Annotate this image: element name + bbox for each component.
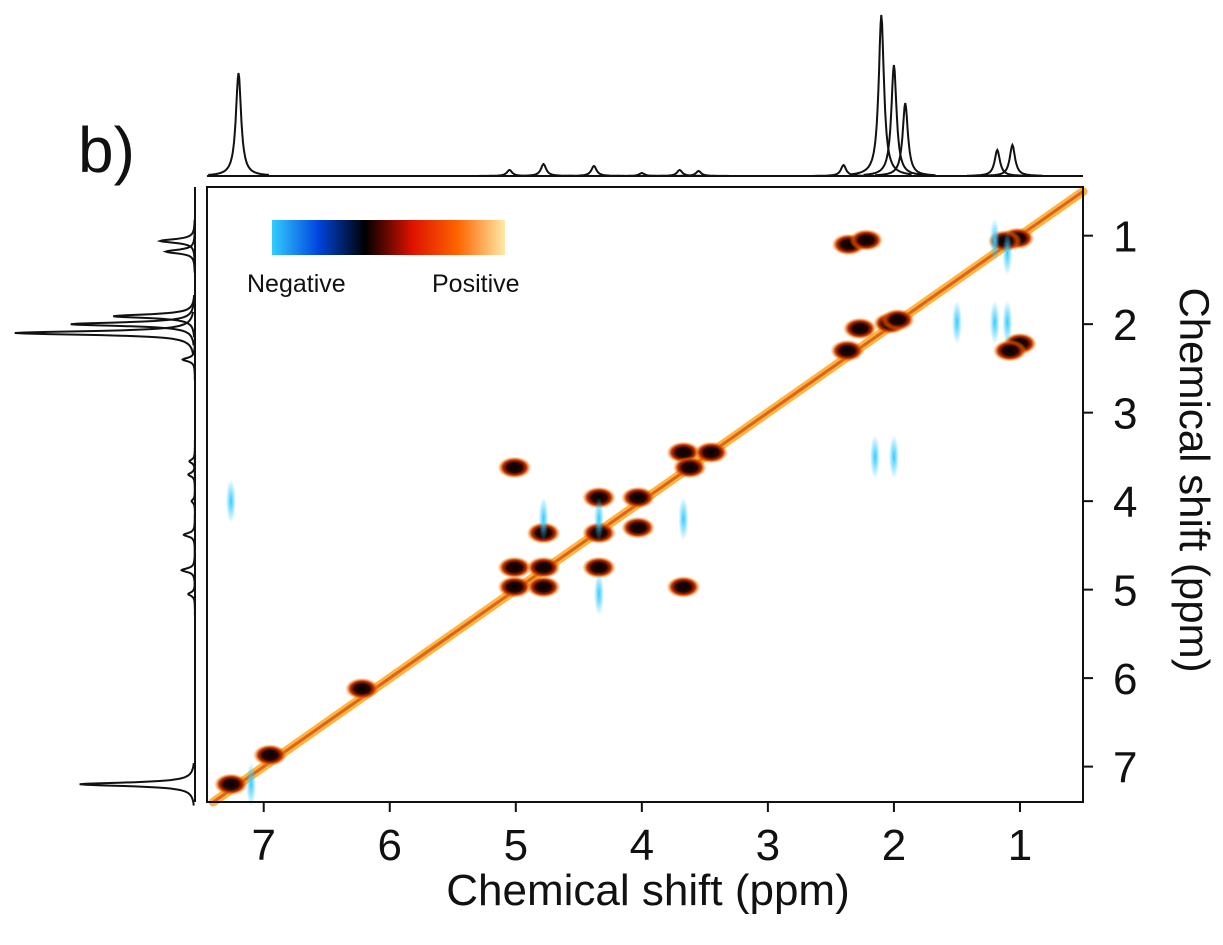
projection-peak [70, 302, 195, 346]
y-axis-label: Chemical shift (ppm) [1171, 287, 1218, 672]
cross-peak [992, 339, 1027, 362]
negative-peak [593, 496, 604, 541]
projection-peak [188, 440, 196, 483]
projection-peak [113, 295, 196, 338]
cross-peak [666, 575, 701, 598]
negative-peak [225, 479, 236, 524]
projection-peak [863, 64, 925, 176]
cross-peak [253, 744, 288, 767]
cross-peak [497, 575, 532, 598]
y-tick-label: 4 [1113, 478, 1137, 527]
negative-peak [989, 218, 1000, 263]
negative-peak [888, 434, 899, 479]
x-axis-label: Chemical shift (ppm) [446, 866, 849, 915]
cross-peak [581, 556, 616, 579]
cross-peak [830, 339, 865, 362]
negative-peak [989, 300, 1000, 345]
negative-peak [246, 762, 257, 807]
colorbar-label: Negative [247, 270, 346, 298]
projection-peak [187, 453, 196, 496]
y-tick-label: 7 [1113, 744, 1137, 793]
cross-peak [672, 456, 707, 479]
x-tick-label: 7 [251, 821, 275, 870]
y-tick-label: 1 [1113, 213, 1137, 262]
projection-peak [179, 548, 196, 592]
projection-peak [563, 164, 625, 177]
negative-peak [678, 496, 689, 541]
cross-peak [621, 516, 656, 539]
projection-peak [967, 147, 1028, 177]
cross-peak [694, 441, 729, 464]
negative-peak [593, 572, 604, 617]
cross-peak [621, 486, 656, 509]
projection-peak [875, 102, 936, 177]
projection-peak [649, 168, 710, 177]
projection-peak [850, 14, 912, 176]
cross-peak [526, 556, 561, 579]
cross-peak [213, 773, 248, 796]
projection-peak [79, 762, 195, 806]
x-tick-label: 2 [882, 821, 906, 870]
cross-peak [497, 456, 532, 479]
y-tick-label: 3 [1113, 390, 1137, 439]
negative-peak [1002, 300, 1013, 345]
cross-peak [849, 229, 884, 252]
colorbar [272, 220, 505, 255]
projection-peak [156, 219, 196, 263]
x-tick-label: 5 [504, 821, 528, 870]
projection-peak [162, 230, 196, 273]
projection-peak [813, 163, 874, 177]
y-tick-label: 6 [1113, 655, 1137, 704]
negative-peak [538, 496, 549, 541]
colorbar-label: Positive [432, 270, 520, 298]
projection-peak [668, 169, 729, 177]
x-tick-label: 4 [630, 821, 654, 870]
x-tick-label: 6 [378, 821, 402, 870]
projection-peak [513, 162, 574, 177]
projection-peak [14, 311, 195, 355]
cross-peak [345, 677, 380, 700]
panel-label: b) [78, 114, 135, 186]
negative-peak [951, 300, 962, 345]
x-tick-label: 1 [1008, 821, 1032, 870]
negative-peak [1002, 231, 1013, 276]
cross-peak [842, 317, 877, 340]
projection-peak [208, 72, 269, 176]
x-tick-label: 3 [756, 821, 780, 870]
projection-peak [181, 338, 196, 381]
projection-peak [982, 142, 1043, 177]
plot-frame [206, 186, 1084, 803]
projection-peak [182, 513, 196, 556]
cross-peak [497, 556, 532, 579]
cross-peak [526, 575, 561, 598]
cross-peak [880, 308, 915, 331]
negative-peak [870, 434, 881, 479]
y-tick-label: 5 [1113, 567, 1137, 616]
y-tick-label: 2 [1113, 301, 1137, 350]
